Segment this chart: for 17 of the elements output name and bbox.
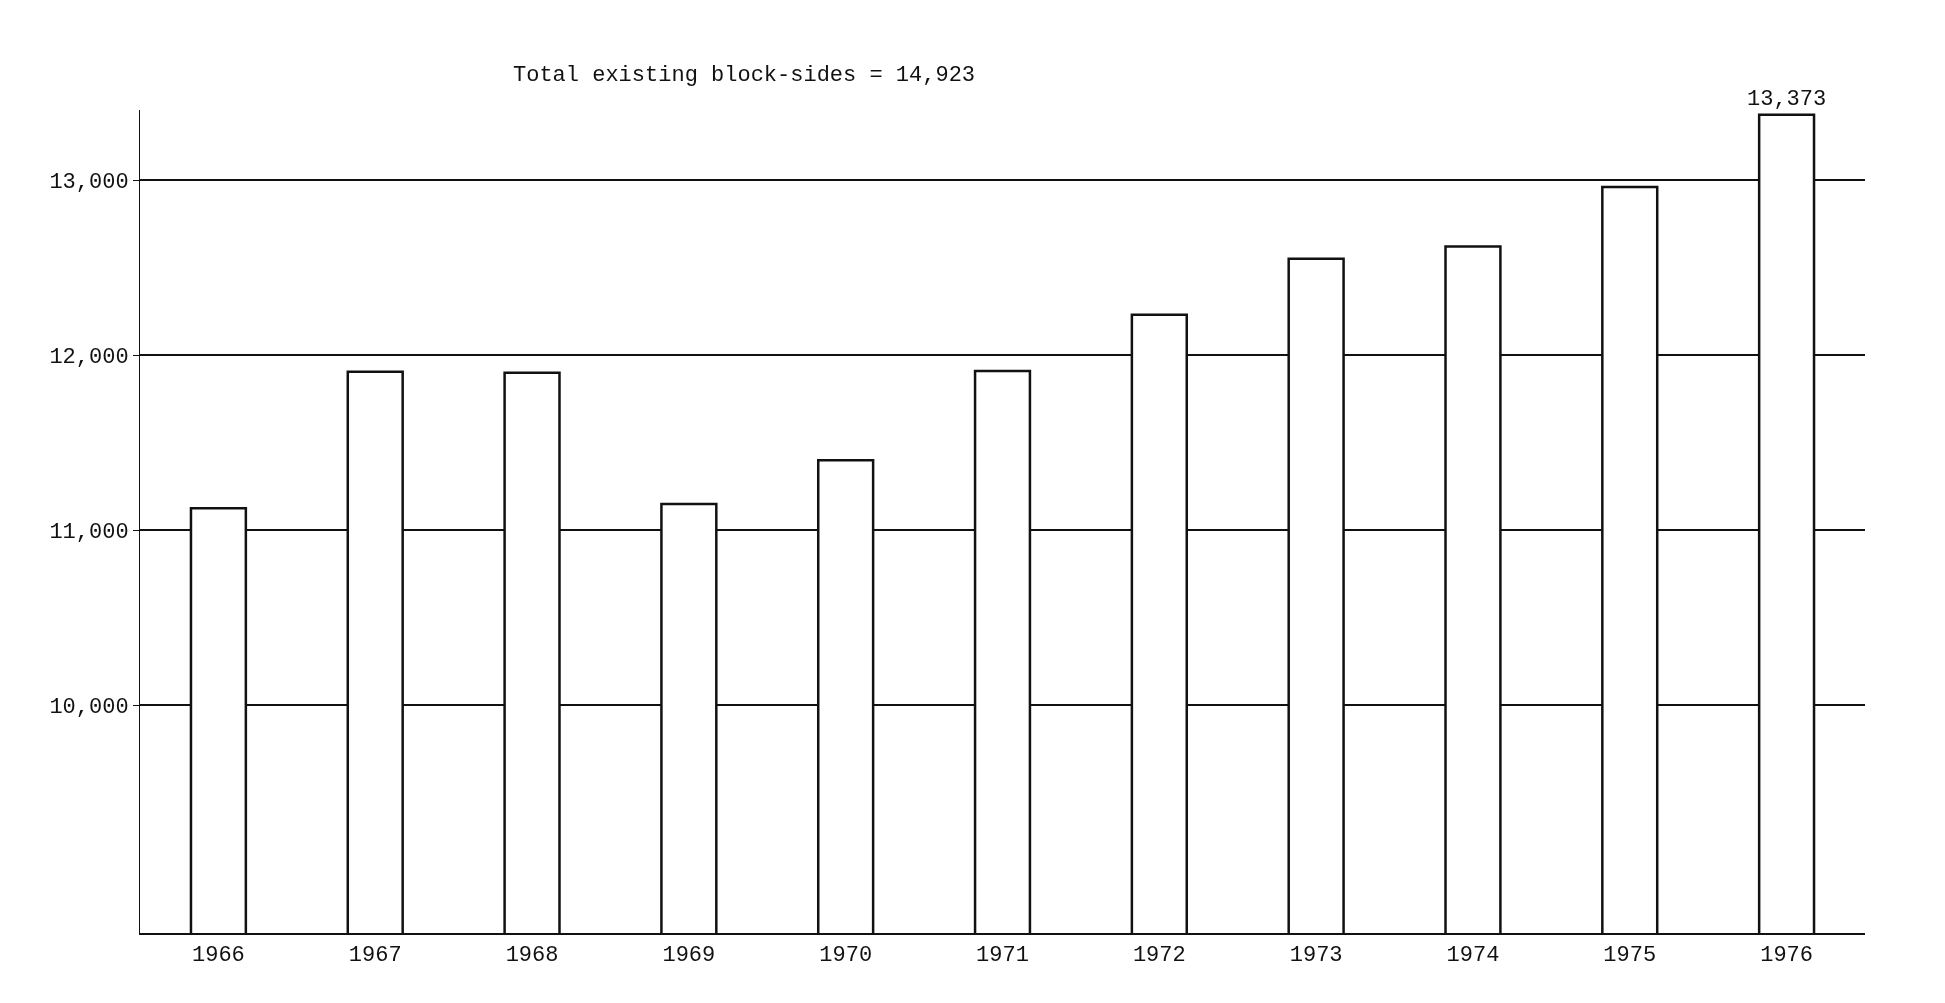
y-tick-label: 10,000 xyxy=(49,695,129,721)
x-tick-label: 1967 xyxy=(348,943,402,969)
y-tick-label: 13,000 xyxy=(49,169,129,195)
x-tick-label: 1971 xyxy=(976,943,1029,969)
y-tick-label: 11,000 xyxy=(49,519,129,545)
x-tick-label: 1975 xyxy=(1603,943,1657,969)
x-tick-label: 1973 xyxy=(1289,943,1343,969)
chart-subtitle: Total existing block-sides = 14,923 xyxy=(513,63,976,88)
x-tick-label: 1969 xyxy=(662,943,716,969)
x-tick-label: 1972 xyxy=(1132,943,1186,969)
x-tick-label: 1968 xyxy=(505,943,559,969)
x-tick-label: 1974 xyxy=(1446,943,1500,969)
x-tick-label: 1976 xyxy=(1760,943,1813,969)
x-tick-label: 1970 xyxy=(819,943,873,969)
data-label: 13,373 xyxy=(1746,86,1827,112)
y-tick-label: 12,000 xyxy=(49,344,129,370)
x-tick-label: 1966 xyxy=(192,943,245,969)
